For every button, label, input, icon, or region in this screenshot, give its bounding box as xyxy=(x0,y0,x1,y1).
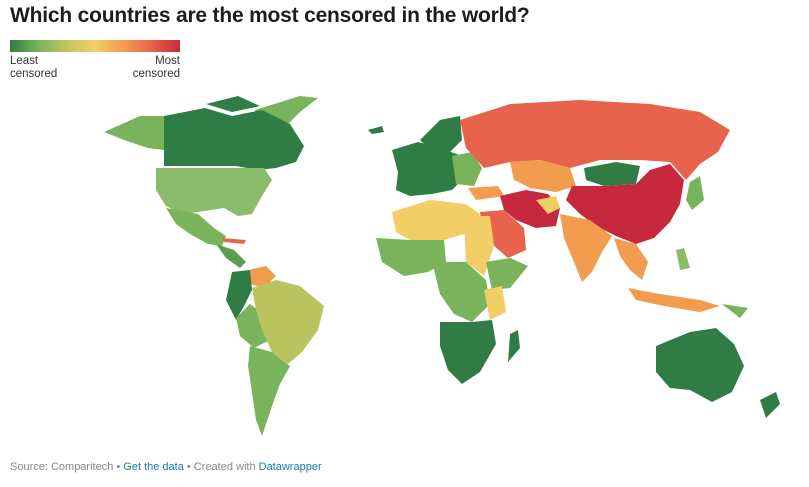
region-alaska[interactable] xyxy=(104,116,164,150)
region-iceland[interactable] xyxy=(368,126,384,134)
region-new-zealand[interactable] xyxy=(760,392,780,418)
region-afghanistan[interactable] xyxy=(536,196,560,214)
source-text: Source: Comparitech xyxy=(10,461,114,473)
legend-min-label: Least censored xyxy=(10,55,58,80)
region-eastern-europe[interactable] xyxy=(452,152,482,186)
world-map xyxy=(104,96,780,436)
datawrapper-link[interactable]: Datawrapper xyxy=(258,461,322,473)
region-mongolia[interactable] xyxy=(584,162,640,186)
get-the-data-link[interactable]: Get the data xyxy=(123,461,184,473)
region-arabia[interactable] xyxy=(480,210,526,258)
region-russia[interactable] xyxy=(460,100,730,180)
footer: Source: Comparitech • Get the data • Cre… xyxy=(10,461,322,473)
region-indonesia[interactable] xyxy=(628,288,720,312)
region-canada-islands[interactable] xyxy=(206,96,260,112)
chart-title: Which countries are the most censored in… xyxy=(10,4,530,27)
region-central-africa[interactable] xyxy=(432,262,490,322)
region-india[interactable] xyxy=(560,214,612,282)
region-usa[interactable] xyxy=(156,168,272,216)
region-southern-cone[interactable] xyxy=(248,346,290,436)
region-cuba[interactable] xyxy=(222,238,246,244)
region-egypt-sudan[interactable] xyxy=(464,216,494,276)
region-southern-africa[interactable] xyxy=(440,320,496,384)
region-central-asia[interactable] xyxy=(510,160,576,192)
footer-separator: • xyxy=(113,461,124,473)
region-madagascar[interactable] xyxy=(508,330,520,362)
region-turkey[interactable] xyxy=(468,186,504,200)
region-australia[interactable] xyxy=(656,328,744,402)
region-horn-africa[interactable] xyxy=(486,258,528,290)
legend-gradient-bar xyxy=(10,40,180,52)
created-with-text: • Created with xyxy=(183,461,259,473)
region-scandinavia[interactable] xyxy=(420,116,462,152)
color-legend: Least censored Most censored xyxy=(10,40,180,85)
region-central-america[interactable] xyxy=(216,244,246,268)
region-brazil[interactable] xyxy=(252,280,324,364)
legend-max-label: Most censored xyxy=(132,55,180,80)
region-andes-north[interactable] xyxy=(226,270,252,320)
region-west-africa[interactable] xyxy=(376,238,446,276)
region-east-africa[interactable] xyxy=(484,286,506,320)
region-canada[interactable] xyxy=(164,108,304,170)
region-png[interactable] xyxy=(722,304,748,318)
region-mexico[interactable] xyxy=(166,208,226,246)
region-japan[interactable] xyxy=(686,176,704,210)
region-western-europe[interactable] xyxy=(392,142,466,196)
region-philippines[interactable] xyxy=(676,248,690,270)
region-southeast-asia[interactable] xyxy=(614,238,648,280)
region-north-africa[interactable] xyxy=(392,200,480,240)
